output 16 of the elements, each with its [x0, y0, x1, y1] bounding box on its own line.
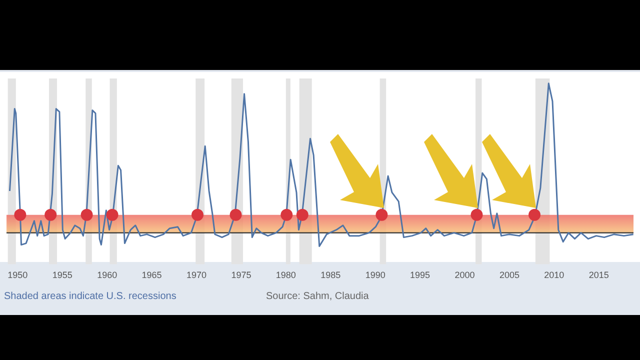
x-tick-label: 1955: [52, 270, 72, 280]
text: Shaded areas indicate U.S. recessions: [4, 291, 176, 302]
x-tick-label: 1990: [365, 270, 386, 280]
x-tick-label: 1980: [276, 270, 296, 280]
source-note: Source: Sahm, Claudia: [266, 291, 369, 302]
x-tick-label: 1950: [8, 270, 28, 280]
x-tick-label: 1960: [97, 270, 118, 280]
x-tick-label: 2015: [588, 270, 609, 280]
x-tick-label: 2005: [499, 270, 520, 280]
x-tick-label: 1970: [186, 270, 207, 280]
x-tick-label: 2010: [544, 270, 564, 280]
x-tick-label: 1985: [320, 270, 341, 280]
x-tick-label: 1995: [410, 270, 430, 280]
x-tick-label: 1965: [142, 270, 162, 280]
x-tick-label: 1975: [231, 270, 252, 280]
x-tick-label: 2000: [454, 270, 475, 280]
